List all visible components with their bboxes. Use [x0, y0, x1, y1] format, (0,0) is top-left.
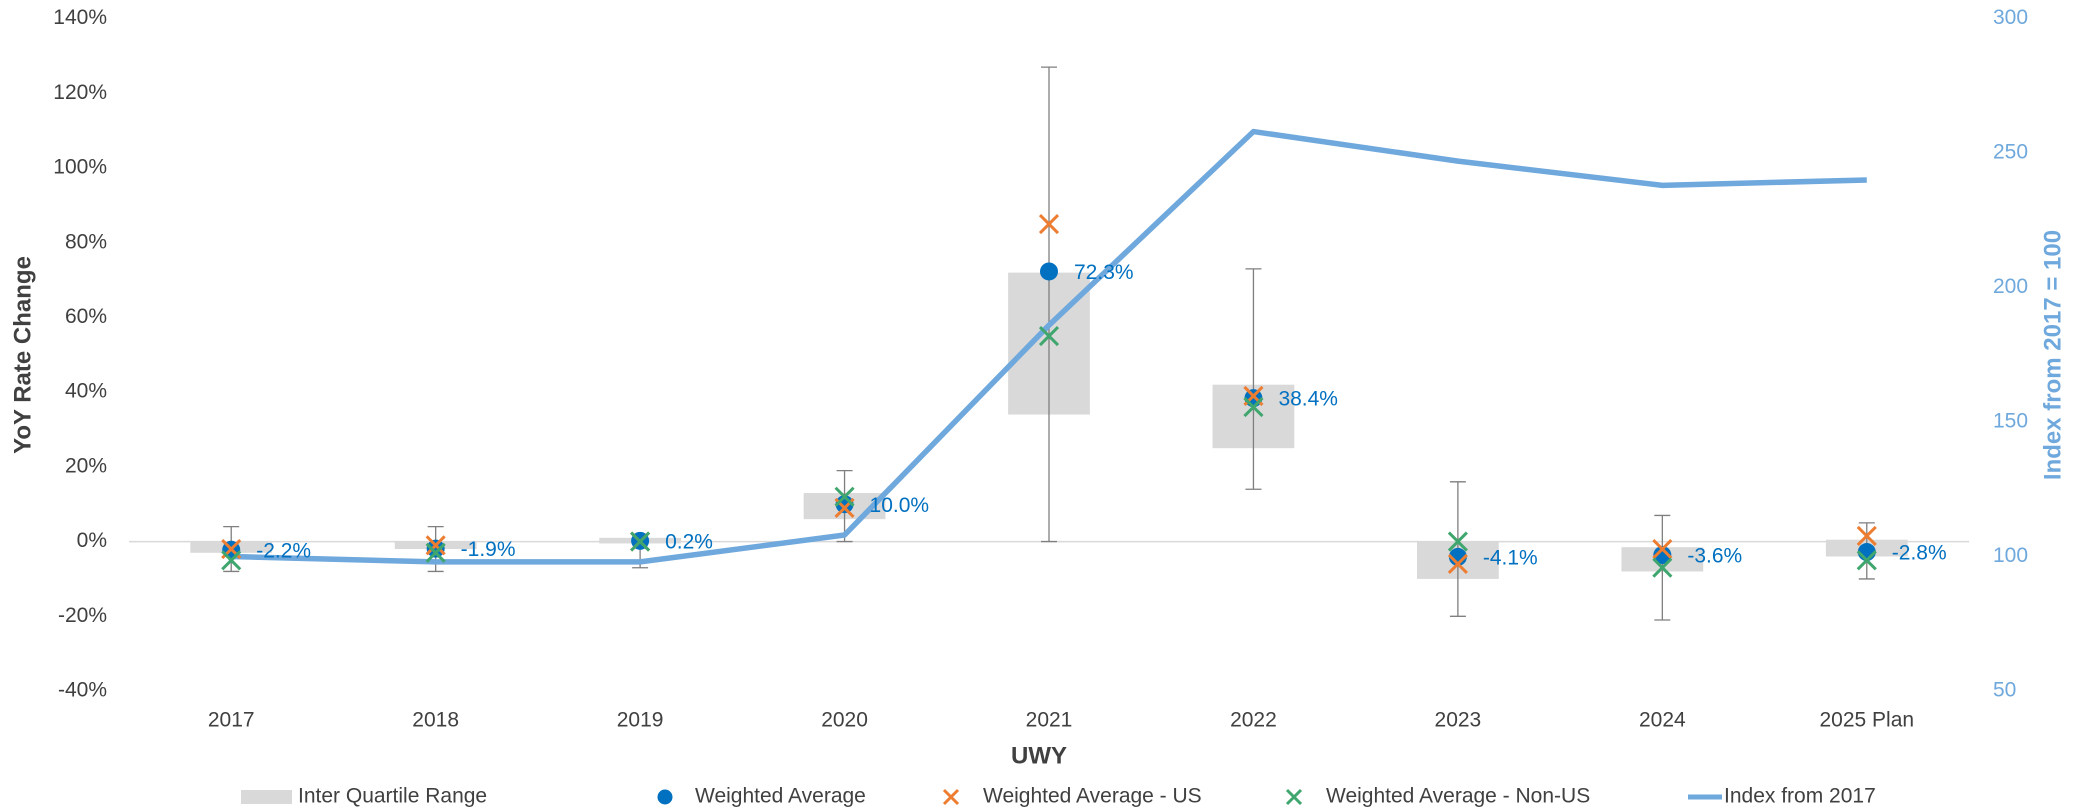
cross-marker	[1038, 213, 1060, 235]
data-label: 0.2%	[665, 530, 713, 553]
data-label: -3.6%	[1687, 545, 1742, 568]
y-tick-label: 140%	[53, 6, 107, 29]
cross-marker	[425, 542, 446, 563]
cross-marker	[1652, 538, 1673, 560]
dot-marker	[426, 539, 445, 558]
y2-tick-label: 200	[1993, 275, 2028, 298]
y-tick-label: -40%	[58, 679, 107, 702]
legend-label: Weighted Average - US	[983, 785, 1202, 808]
whisker	[1041, 66, 1057, 543]
data-label: -2.2%	[256, 539, 311, 562]
y2-tick-label: 300	[1993, 6, 2028, 29]
cross-marker	[1447, 531, 1468, 552]
legend-marker	[657, 789, 673, 805]
cross-marker	[1856, 550, 1877, 571]
y-tick-label: 20%	[65, 454, 107, 477]
legend-label: Weighted Average	[695, 785, 866, 808]
x-tick-label: 2019	[617, 709, 664, 732]
cross-marker	[834, 486, 855, 507]
dot-marker	[1244, 389, 1263, 408]
dot-marker	[1040, 262, 1058, 281]
legend-label: Inter Quartile Range	[298, 785, 487, 808]
y-tick-label: 60%	[65, 305, 107, 328]
y2-tick-label: 250	[1993, 141, 2028, 164]
legend-label: Weighted Average - Non-US	[1326, 785, 1590, 808]
legend-marker	[942, 788, 960, 806]
data-label: 38.4%	[1278, 388, 1338, 411]
cross-marker	[1447, 553, 1468, 575]
data-label: -4.1%	[1483, 546, 1538, 569]
x-tick-label: 2022	[1230, 709, 1277, 732]
data-label: -1.9%	[461, 538, 516, 561]
legend-swatch	[241, 790, 292, 804]
x-tick-label: 2025 Plan	[1819, 709, 1914, 732]
cross-marker	[1856, 525, 1877, 547]
cross-marker	[1243, 397, 1264, 418]
cross-marker	[425, 535, 446, 556]
dot-marker	[1653, 546, 1672, 565]
cross-marker	[630, 531, 651, 552]
y2-axis-title: Index from 2017 = 100	[2039, 230, 2066, 480]
cross-marker	[1038, 326, 1060, 347]
legend-marker	[1285, 788, 1303, 806]
whisker	[1245, 268, 1262, 490]
x-tick-label: 2018	[412, 709, 459, 732]
cross-marker	[1652, 557, 1673, 578]
x-tick-label: 2020	[821, 709, 868, 732]
x-axis-title: UWY	[1011, 742, 1067, 769]
data-label: -2.8%	[1892, 542, 1947, 565]
x-tick-label: 2021	[1026, 709, 1073, 732]
legend-label: Index from 2017	[1724, 785, 1876, 808]
data-label: 72.3%	[1074, 261, 1134, 284]
y2-tick-label: 50	[1993, 679, 2016, 702]
y-tick-label: 0%	[77, 529, 107, 552]
y-axis-title: YoY Rate Change	[9, 256, 36, 454]
y2-tick-label: 100	[1993, 544, 2028, 567]
y-tick-label: -20%	[58, 604, 107, 627]
x-tick-label: 2024	[1639, 709, 1686, 732]
y-tick-label: 120%	[53, 81, 107, 104]
y-tick-label: 100%	[53, 156, 107, 179]
x-tick-label: 2017	[208, 709, 255, 732]
y-tick-label: 40%	[65, 380, 107, 403]
cross-marker	[221, 550, 242, 571]
index-line	[231, 128, 1867, 565]
data-label: 10.0%	[870, 494, 930, 517]
y2-tick-label: 150	[1993, 410, 2028, 433]
y-tick-label: 80%	[65, 230, 107, 253]
x-tick-label: 2023	[1435, 709, 1482, 732]
